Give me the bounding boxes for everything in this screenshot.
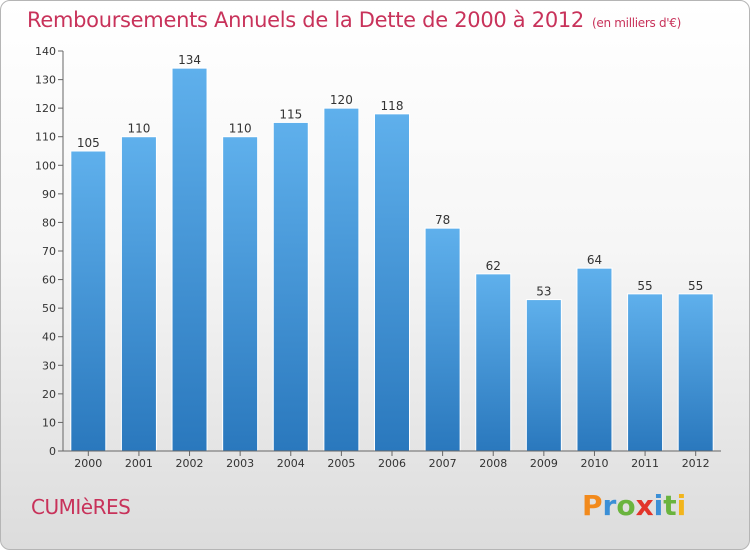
chart-unit: (en milliers d'€)	[592, 16, 682, 30]
data-label-2005: 120	[330, 93, 353, 107]
x-tick-label-2005: 2005	[327, 457, 355, 470]
y-tick-label: 130	[35, 74, 56, 87]
chart-title: Remboursements Annuels de la Dette de 20…	[27, 8, 681, 32]
y-tick-label: 140	[35, 45, 56, 58]
bar-2006	[374, 113, 410, 452]
data-label-2001: 110	[127, 122, 150, 136]
x-tick-label-2001: 2001	[125, 457, 153, 470]
chart-title-text: Remboursements Annuels de la Dette de 20…	[27, 8, 584, 32]
data-label-2002: 134	[178, 53, 201, 67]
y-tick-label: 70	[42, 245, 56, 258]
data-label-2012: 55	[688, 279, 703, 293]
y-tick-label: 80	[42, 216, 56, 229]
x-tick-label-2009: 2009	[530, 457, 558, 470]
bar-2003	[222, 136, 259, 452]
x-tick-label-2003: 2003	[226, 457, 254, 470]
y-tick-label: 0	[49, 445, 56, 458]
logo-letter: r	[602, 489, 617, 522]
y-tick-label: 90	[42, 188, 56, 201]
x-tick-label-2006: 2006	[378, 457, 406, 470]
data-label-2000: 105	[77, 136, 100, 150]
bar-2008	[475, 273, 512, 452]
bar-2012	[677, 293, 714, 452]
x-tick-label-2007: 2007	[429, 457, 457, 470]
bar-2004	[272, 121, 309, 452]
data-label-2003: 110	[229, 122, 252, 136]
logo-letter: t	[663, 489, 677, 522]
bar-2011	[627, 293, 664, 452]
data-label-2006: 118	[381, 99, 404, 113]
bar-2005	[323, 107, 360, 452]
y-tick-label: 40	[42, 331, 56, 344]
bar-2007	[424, 227, 461, 452]
data-label-2007: 78	[435, 213, 450, 227]
bar-2002	[171, 67, 208, 452]
data-label-2009: 53	[536, 285, 551, 299]
bar-2009	[525, 299, 562, 452]
logo-letter: x	[635, 489, 654, 522]
y-tick-label: 20	[42, 388, 56, 401]
y-tick-label: 10	[42, 416, 56, 429]
bar-2010	[576, 267, 613, 452]
x-tick-label-2011: 2011	[631, 457, 659, 470]
commune-name: CUMIèRES	[31, 495, 131, 519]
y-tick-label: 100	[35, 159, 56, 172]
data-label-2004: 115	[279, 107, 302, 121]
bar-2000	[70, 150, 107, 452]
y-tick-label: 110	[35, 131, 56, 144]
logo-letter: i	[676, 489, 687, 522]
logo-letter: P	[582, 489, 603, 522]
data-label-2010: 64	[587, 253, 602, 267]
x-tick-label-2010: 2010	[580, 457, 608, 470]
y-tick-label: 30	[42, 359, 56, 372]
y-tick-label: 120	[35, 102, 56, 115]
logo-letter: i	[653, 489, 664, 522]
data-label-2008: 62	[486, 259, 501, 273]
x-tick-label-2012: 2012	[682, 457, 710, 470]
proxiti-logo: Proxiti	[582, 489, 686, 522]
x-tick-label-2000: 2000	[74, 457, 102, 470]
y-tick-label: 50	[42, 302, 56, 315]
bar-2001	[120, 136, 157, 452]
logo-letter: o	[616, 489, 636, 522]
y-tick-label: 60	[42, 274, 56, 287]
x-tick-label-2008: 2008	[479, 457, 507, 470]
data-label-2011: 55	[637, 279, 652, 293]
x-tick-label-2002: 2002	[176, 457, 204, 470]
x-tick-label-2004: 2004	[277, 457, 305, 470]
